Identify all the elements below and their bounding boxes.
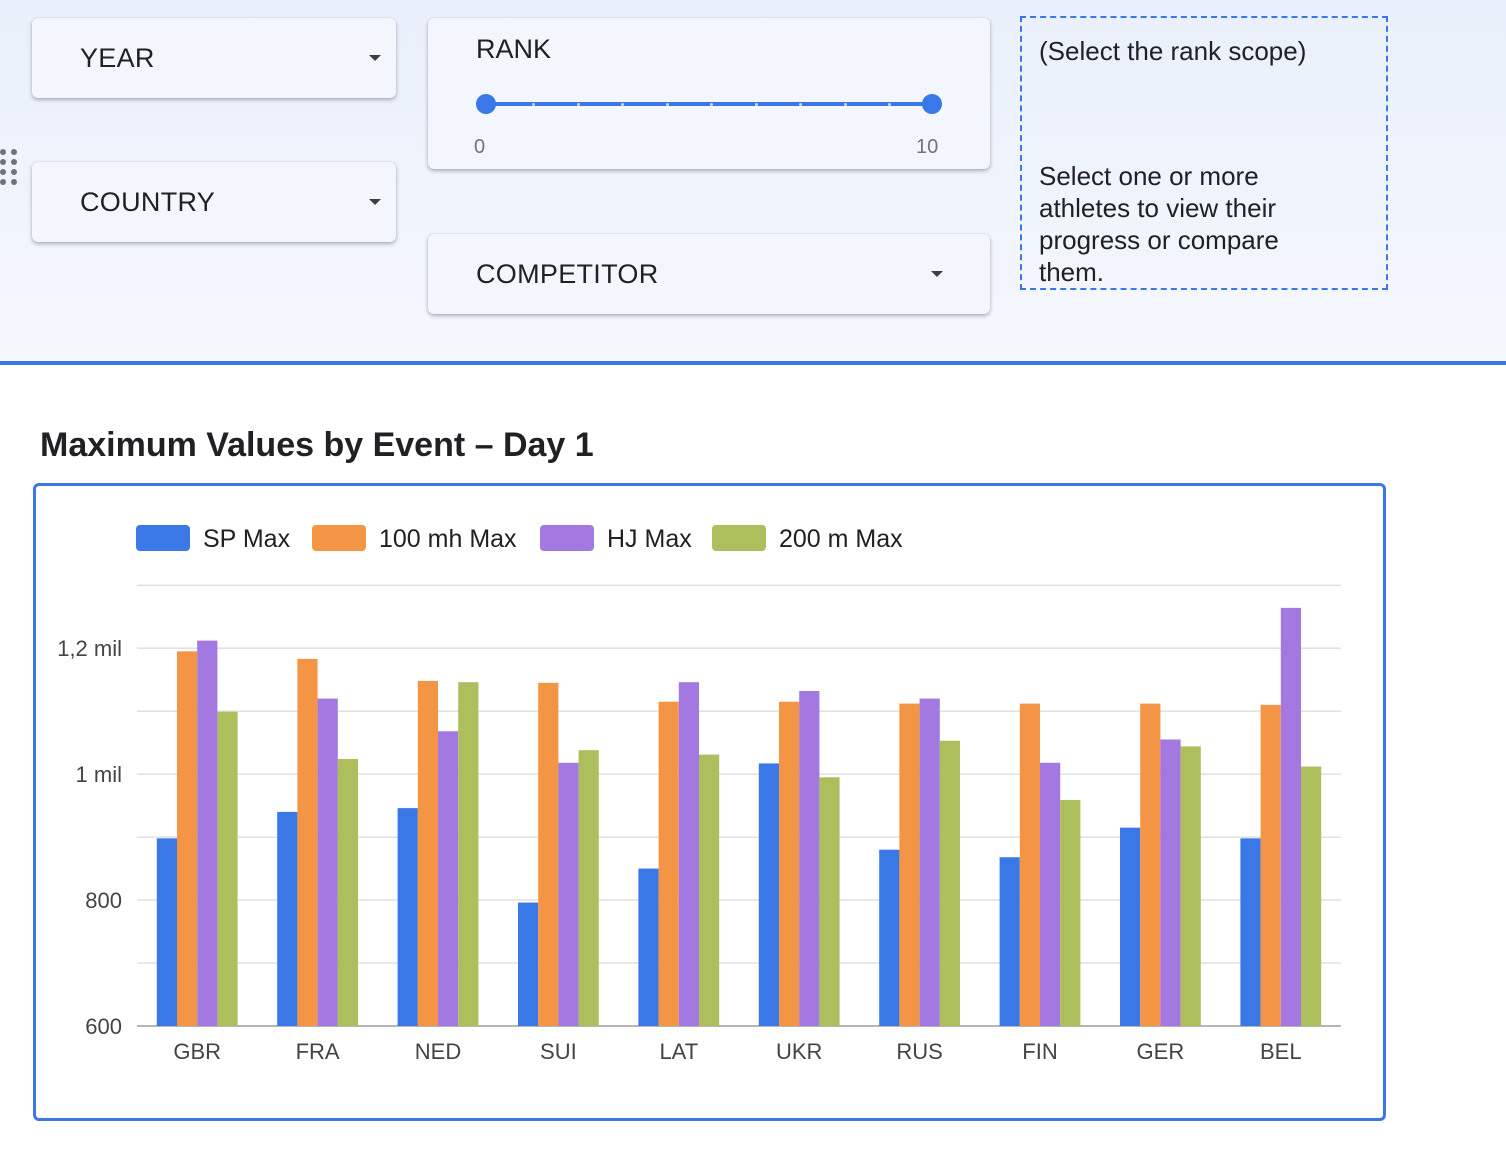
slider-tick [532,103,535,106]
bar [538,682,559,1026]
chevron-down-icon [369,199,381,205]
legend-label: 100 mh Max [379,525,517,553]
bar [658,701,679,1026]
competitor-dropdown-label: COMPETITOR [476,259,659,289]
bar [1280,607,1301,1026]
rank-slider-card: RANK 0 10 [428,18,990,169]
bar [156,838,177,1026]
legend-label: HJ Max [607,525,692,553]
bar [417,680,438,1026]
x-tick-label: BEL [1260,1039,1302,1064]
bar [277,811,298,1026]
chevron-down-icon [369,55,381,61]
legend-swatch [136,525,190,551]
bar [638,868,659,1026]
chevron-down-icon [931,271,943,277]
x-tick-label: GER [1137,1039,1185,1064]
bar [438,731,459,1026]
help-title: (Select the rank scope) [1039,36,1307,66]
bar [1040,762,1061,1026]
year-dropdown-label: YEAR [80,43,155,73]
x-tick-label: RUS [896,1039,942,1064]
bar-chart: 600 800 1 mil 1,2 mil GBR FRA NED SUI LAT UKR RUS F… [57,525,1341,1064]
slider-tick [799,103,802,106]
slider-tick [844,103,847,106]
bar [919,698,940,1026]
rank-slider-max-label: 10 [916,136,939,158]
slider-tick [621,103,624,106]
bar [217,711,238,1026]
rank-slider-max-thumb[interactable] [922,94,942,114]
bar [397,808,418,1026]
country-dropdown-label: COUNTRY [80,187,216,217]
slider-tick [577,103,580,106]
bar [999,857,1020,1026]
x-tick-label: SUI [540,1039,577,1064]
section-divider [0,361,1506,365]
bar [779,701,800,1026]
bar [297,658,318,1026]
help-text: Select one or more athletes to view thei… [1039,161,1279,287]
y-tick-label: 800 [85,888,122,913]
bar [518,902,539,1026]
x-tick-label: LAT [659,1039,698,1064]
y-tick-label: 1,2 mil [57,636,122,661]
x-tick-label: FIN [1022,1039,1057,1064]
bar [1140,703,1161,1026]
bar [337,759,358,1026]
bar [1240,838,1261,1026]
bar [558,762,579,1026]
bar [1260,704,1281,1026]
bar [1019,703,1040,1026]
help-box: (Select the rank scope) Select one or mo… [1020,16,1388,290]
rank-slider-track[interactable] [486,102,932,106]
legend-swatch [312,525,366,551]
rank-slider-title: RANK [476,34,552,64]
slider-tick [710,103,713,106]
legend-label: 200 m Max [779,525,903,553]
legend-label: SP Max [203,525,291,553]
y-tick-label: 600 [85,1014,122,1039]
legend-swatch [540,525,594,551]
rank-slider-min-thumb[interactable] [476,94,496,114]
competitor-dropdown[interactable]: COMPETITOR [428,234,990,314]
x-tick-label: NED [415,1039,461,1064]
drag-handle-icon[interactable] [0,149,20,185]
bar [899,703,920,1026]
slider-tick [755,103,758,106]
country-dropdown[interactable]: COUNTRY [32,162,396,242]
bar [799,690,820,1026]
bar [1120,827,1141,1026]
legend-swatch [712,525,766,551]
year-dropdown[interactable]: YEAR [32,18,396,98]
x-tick-label: GBR [173,1039,221,1064]
bar [1180,746,1201,1026]
bar [458,682,479,1026]
bar [699,754,720,1026]
x-tick-label: FRA [296,1039,340,1064]
bar [939,740,960,1026]
bar [197,640,218,1026]
slider-tick [666,103,669,106]
chart-frame: 600 800 1 mil 1,2 mil GBR FRA NED SUI LAT UKR RUS F… [33,483,1386,1121]
bar [819,777,840,1026]
bar [177,651,198,1026]
bar [317,698,338,1026]
bar [1160,739,1181,1026]
y-tick-label: 1 mil [76,762,122,787]
bar [879,849,900,1026]
chart-title: Maximum Values by Event – Day 1 [40,426,594,464]
bar [758,763,779,1026]
bar [1301,766,1322,1026]
x-tick-label: UKR [776,1039,822,1064]
slider-tick [888,103,891,106]
bar [678,682,699,1026]
bar [1060,799,1081,1026]
bar [578,750,599,1026]
rank-slider-min-label: 0 [474,136,486,158]
